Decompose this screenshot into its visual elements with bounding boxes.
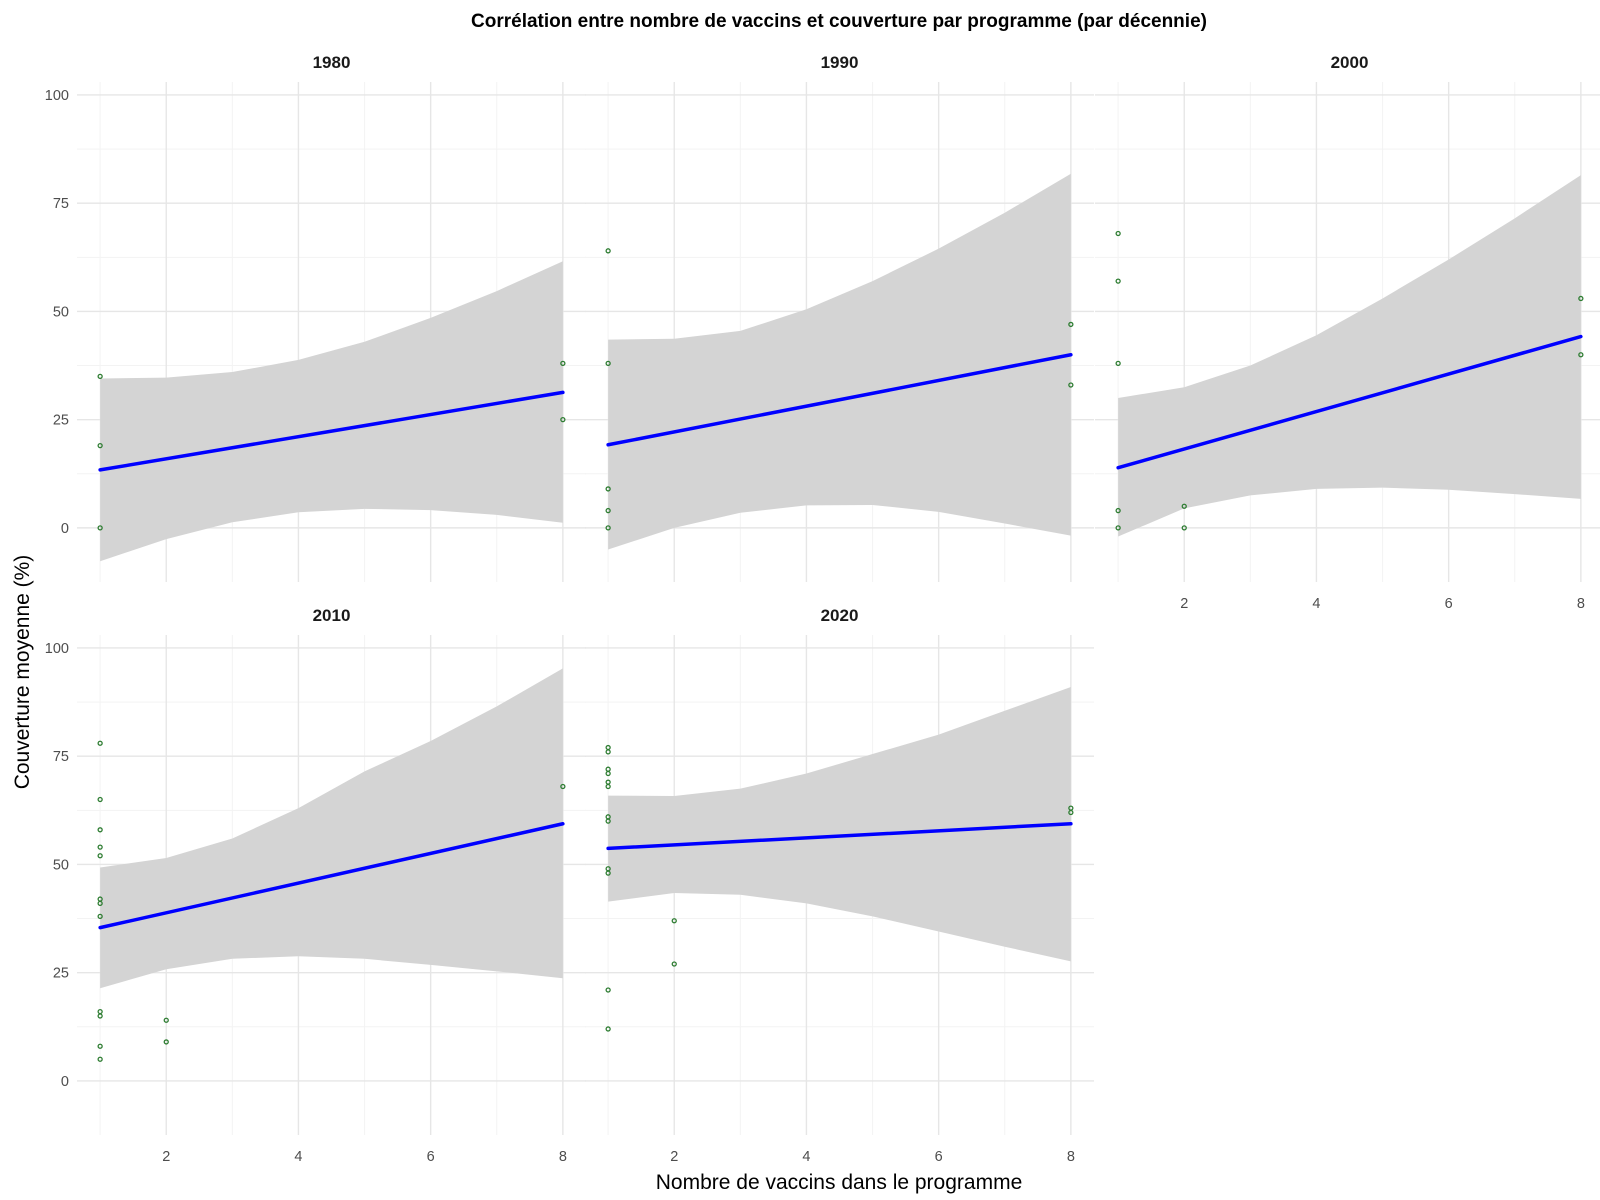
data-point [605, 360, 611, 367]
data-point [1181, 503, 1187, 509]
data-point [671, 918, 677, 924]
x-tick-label: 4 [802, 1149, 810, 1165]
data-point [97, 1013, 103, 1019]
facet-panels: 1980 0 25 50 75 100 1990 2000 2 4 6 8 2010 2 4 6 8 0 25 50 7… [45, 53, 1600, 1165]
y-tick-label: 0 [61, 521, 69, 537]
data-point [1115, 230, 1121, 237]
y-tick-label: 25 [53, 413, 69, 429]
data-point [605, 486, 611, 492]
panel-title: 2010 [313, 606, 351, 625]
data-point [97, 1043, 103, 1049]
y-tick-label: 0 [61, 1074, 69, 1090]
data-point [560, 417, 566, 423]
y-tick-label: 50 [53, 857, 69, 873]
data-point [97, 373, 103, 380]
data-point [97, 525, 103, 531]
data-point [97, 796, 103, 803]
confidence-band [100, 668, 563, 989]
data-point [97, 442, 103, 449]
data-point [605, 507, 611, 514]
x-tick-label: 8 [1067, 1149, 1075, 1165]
data-point [671, 961, 677, 967]
y-tick-label: 25 [53, 966, 69, 982]
facet-panel-1980: 1980 0 25 50 75 100 [45, 53, 586, 582]
data-point [605, 783, 611, 790]
x-tick-label: 2 [1180, 596, 1188, 612]
panel-title: 1990 [821, 53, 859, 72]
data-point [560, 783, 566, 790]
y-tick-label: 100 [45, 641, 69, 657]
data-point [1181, 525, 1187, 531]
confidence-band [608, 686, 1071, 962]
data-point [1115, 278, 1121, 284]
confidence-band [100, 261, 563, 562]
data-point [1578, 352, 1584, 358]
facet-panel-2000: 2000 2 4 6 8 [1095, 53, 1600, 612]
x-tick-label: 8 [559, 1149, 567, 1165]
y-axis-label: Couverture moyenne (%) [11, 555, 34, 790]
data-point [605, 749, 611, 755]
x-tick-label: 2 [670, 1149, 678, 1165]
y-tick-label: 100 [45, 88, 69, 104]
x-tick-label: 8 [1577, 596, 1585, 612]
data-point [560, 360, 566, 367]
data-point [97, 827, 103, 833]
panel-title: 2020 [821, 606, 859, 625]
data-point [1068, 809, 1074, 816]
data-point [605, 987, 611, 993]
data-point [97, 844, 103, 850]
y-tick-label: 75 [53, 749, 69, 765]
facet-panel-2010: 2010 2 4 6 8 0 25 50 75 100 [45, 606, 586, 1165]
panel-title: 1980 [313, 53, 351, 72]
data-point [1068, 321, 1074, 328]
data-point [605, 770, 611, 777]
data-point [605, 525, 611, 531]
data-point [97, 900, 103, 907]
x-tick-label: 2 [162, 1149, 170, 1165]
data-point [1578, 295, 1584, 302]
data-point [97, 740, 103, 746]
x-tick-label: 4 [1312, 596, 1320, 612]
confidence-band [1118, 175, 1581, 537]
regression-line [98, 821, 565, 930]
panel-title: 2000 [1331, 53, 1369, 72]
x-tick-label: 4 [294, 1149, 302, 1165]
data-point [1115, 525, 1121, 531]
data-point [163, 1017, 169, 1023]
data-point [1068, 382, 1074, 388]
regression-line [606, 821, 1073, 851]
y-tick-label: 50 [53, 304, 69, 320]
data-point [605, 870, 611, 876]
data-point [605, 248, 611, 254]
data-point [605, 1026, 611, 1032]
data-point [163, 1039, 169, 1045]
chart-title: Corrélation entre nombre de vaccins et c… [471, 11, 1207, 32]
x-tick-label: 6 [935, 1149, 943, 1165]
data-point [97, 913, 103, 920]
data-point [1115, 507, 1121, 514]
data-point [97, 853, 103, 859]
regression-line [606, 352, 1073, 447]
confidence-band [608, 173, 1071, 550]
x-tick-label: 6 [1445, 596, 1453, 612]
facet-panel-2020: 2020 2 4 6 8 [585, 606, 1094, 1165]
x-tick-label: 6 [427, 1149, 435, 1165]
y-tick-label: 75 [53, 196, 69, 212]
regression-line [98, 390, 565, 472]
data-point [605, 818, 611, 824]
regression-line [1116, 334, 1583, 470]
data-point [97, 1056, 103, 1062]
x-axis-label: Nombre de vaccins dans le programme [656, 1171, 1023, 1194]
data-point [1115, 360, 1121, 367]
facet-panel-1990: 1990 [585, 53, 1094, 582]
